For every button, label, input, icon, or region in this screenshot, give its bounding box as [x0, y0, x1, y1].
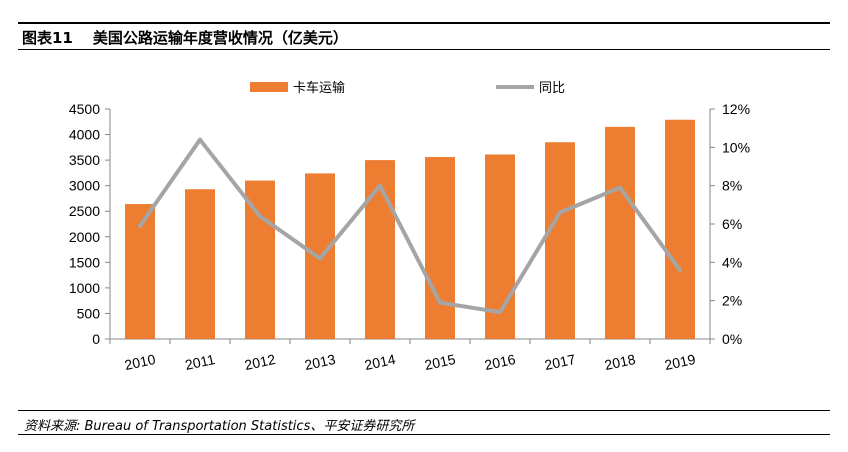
y-tick-label-right: 4% — [722, 254, 742, 270]
line-point-2010 — [138, 223, 142, 228]
y-tick-label-left: 2000 — [69, 229, 100, 245]
y-tick-label-right: 2% — [722, 293, 742, 309]
y-tick-label-right: 10% — [722, 139, 750, 155]
source-text: 资料来源: Bureau of Transportation Statistic… — [24, 419, 415, 434]
x-tick-label: 2017 — [543, 351, 577, 373]
y-tick-label-left: 2500 — [69, 203, 100, 219]
figure-title: 图表11 美国公路运输年度营收情况（亿美元） — [22, 27, 348, 48]
y-tick-label-left: 3500 — [69, 152, 100, 168]
bar-2015 — [425, 157, 455, 339]
line-point-2014 — [378, 183, 382, 188]
x-tick-label: 2013 — [303, 351, 337, 373]
legend-label-bar: 卡车运输 — [293, 80, 345, 95]
bar-2016 — [485, 154, 515, 339]
bar-series — [125, 119, 695, 339]
legend-swatch-bar — [250, 82, 288, 92]
line-series — [138, 137, 682, 315]
y-tick-label-left: 4000 — [69, 127, 100, 143]
y-tick-label-left: 1000 — [69, 280, 100, 296]
yoy-line — [138, 137, 682, 315]
y-tick-label-right: 12% — [722, 101, 750, 117]
line-point-2013 — [318, 256, 322, 261]
y-tick-label-left: 3000 — [69, 178, 100, 194]
bar-2011 — [185, 189, 215, 339]
line-point-2012 — [258, 214, 262, 219]
legend: 卡车运输 同比 — [250, 80, 565, 95]
y-tick-label-left: 1500 — [69, 254, 100, 270]
bar-2018 — [605, 126, 635, 339]
y-tick-label-right: 6% — [722, 216, 742, 232]
source-note: 资料来源: Bureau of Transportation Statistic… — [18, 410, 830, 435]
x-tick-label: 2016 — [483, 351, 517, 373]
y-tick-label-left: 4500 — [69, 101, 100, 117]
x-tick-label: 2015 — [423, 351, 457, 373]
x-tick-label: 2012 — [243, 351, 277, 373]
x-tick-label: 2018 — [603, 351, 637, 373]
y-tick-label-right: 0% — [722, 331, 742, 347]
line-point-2018 — [618, 185, 622, 190]
bar-2012 — [245, 180, 275, 339]
x-tick-label: 2014 — [363, 351, 397, 373]
line-point-2017 — [558, 210, 562, 215]
revenue-chart: 卡车运输 同比 0 500 1000 1500 2000 2500 3000 3500 4000… — [69, 80, 750, 373]
line-point-2019 — [678, 268, 682, 272]
y-tick-label-left: 500 — [77, 305, 101, 321]
legend-label-line: 同比 — [539, 80, 565, 95]
x-tick-label: 2011 — [184, 351, 217, 373]
figure-header: 图表11 美国公路运输年度营收情况（亿美元） — [18, 22, 830, 50]
y-tick-label-right: 8% — [722, 178, 742, 194]
figure-number: 图表11 — [22, 29, 73, 47]
line-point-2015 — [438, 300, 442, 305]
figure-title-text: 美国公路运输年度营收情况（亿美元） — [92, 29, 348, 47]
line-point-2011 — [198, 137, 202, 142]
tick-labels: 0 500 1000 1500 2000 2500 3000 3500 4000 4500 0% 2%… — [69, 101, 750, 373]
y-tick-label-left: 0 — [92, 331, 100, 347]
line-point-2016 — [498, 310, 502, 315]
x-tick-label: 2010 — [123, 351, 157, 373]
x-tick-label: 2019 — [663, 351, 697, 373]
bar-2019 — [665, 119, 695, 339]
bar-2017 — [545, 142, 575, 339]
